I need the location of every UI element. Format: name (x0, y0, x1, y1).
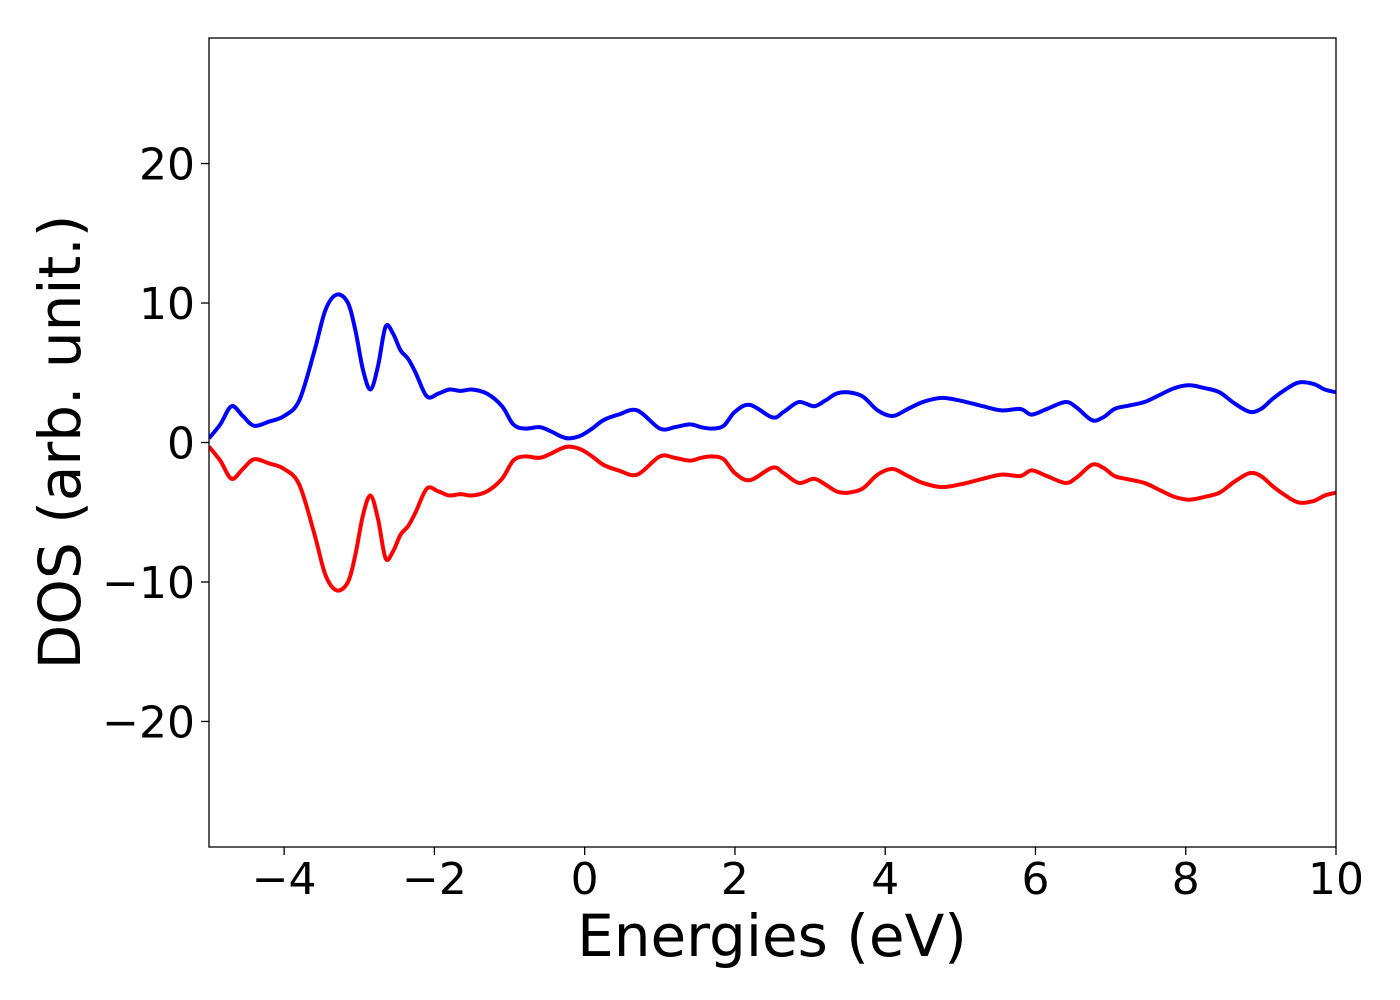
dos-up-line (209, 292, 1336, 441)
y-axis-label: DOS (arb. unit.) (26, 215, 94, 670)
series-layer (209, 292, 1336, 593)
plot-frame (208, 37, 1337, 848)
y-tick-label: −20 (102, 697, 195, 748)
y-tick-label: 20 (139, 140, 195, 191)
x-axis: −4 −2 0 2 4 6 8 10 (252, 847, 1364, 905)
x-tick-label: 2 (721, 854, 749, 905)
x-tick-label: −2 (402, 854, 467, 905)
x-tick-label: 10 (1308, 854, 1364, 905)
y-tick-label: 0 (167, 419, 195, 470)
y-tick-label: −10 (102, 558, 195, 609)
x-tick-label: −4 (252, 854, 317, 905)
x-tick-label: 6 (1021, 854, 1049, 905)
x-tick-label: 0 (571, 854, 599, 905)
y-axis: −20 −10 0 10 20 (102, 140, 209, 748)
dos-down-line (209, 444, 1336, 593)
x-tick-label: 8 (1172, 854, 1200, 905)
x-axis-label: Energies (eV) (577, 902, 967, 970)
y-tick-label: 10 (139, 279, 195, 330)
x-tick-label: 4 (871, 854, 899, 905)
